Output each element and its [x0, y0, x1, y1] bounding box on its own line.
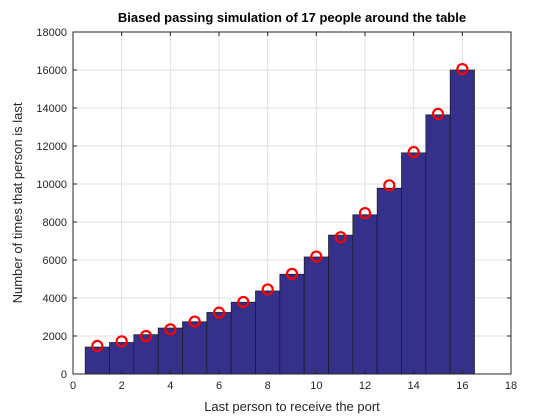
x-tick-label: 2: [119, 380, 125, 392]
bar: [425, 114, 451, 375]
y-tick-label: 0: [61, 369, 67, 381]
y-tick-label: 8000: [43, 217, 67, 229]
data-point-marker: [91, 339, 104, 352]
data-point-marker: [237, 295, 250, 309]
bar: [255, 290, 281, 375]
x-tick-label: 4: [167, 380, 173, 392]
data-point-marker: [383, 179, 396, 192]
x-tick-label: 12: [359, 380, 371, 392]
x-tick-label: 0: [70, 380, 76, 392]
data-point-marker: [407, 145, 420, 159]
y-axis-label: Number of times that person is last: [10, 102, 25, 303]
y-tick-label: 12000: [36, 141, 67, 153]
bar: [328, 234, 354, 375]
marker-series: [91, 62, 469, 352]
data-point-marker: [261, 283, 274, 296]
data-point-marker: [334, 231, 347, 244]
x-tick-label: 6: [216, 380, 222, 392]
bar-series: [84, 69, 475, 375]
y-tick-label: 2000: [43, 331, 67, 343]
bar: [352, 214, 378, 375]
y-tick-label: 4000: [43, 293, 67, 305]
y-tick-label: 16000: [36, 65, 67, 77]
data-point-marker: [431, 107, 445, 120]
bar: [206, 312, 232, 375]
x-tick-label: 14: [408, 380, 420, 392]
chart-title: Biased passing simulation of 17 people a…: [118, 10, 466, 25]
y-tick-label: 18000: [36, 27, 67, 39]
bar: [182, 321, 208, 375]
axes: [72, 31, 512, 375]
y-tick-label: 10000: [36, 179, 67, 191]
x-axis-label: Last person to receive the port: [204, 399, 380, 414]
data-point-marker: [310, 250, 323, 263]
bar: [449, 69, 475, 375]
bar: [303, 256, 329, 375]
data-point-marker: [115, 335, 128, 348]
data-point-marker: [456, 62, 469, 76]
x-tick-label: 16: [456, 380, 468, 392]
data-point-marker: [285, 267, 299, 280]
data-point-marker: [358, 206, 372, 220]
y-tick-label: 6000: [43, 255, 67, 267]
bar: [401, 152, 427, 375]
x-tick-label: 8: [265, 380, 271, 392]
bar: [157, 327, 183, 375]
data-point-marker: [188, 315, 201, 328]
data-point-marker: [164, 323, 177, 336]
data-point-marker: [212, 306, 226, 319]
bar: [279, 273, 305, 375]
bar: [230, 301, 256, 375]
bar: [376, 187, 402, 375]
axes-box: [72, 31, 512, 375]
x-tick-label: 10: [310, 380, 322, 392]
y-tick-label: 14000: [36, 103, 67, 115]
tick-labels: 0 2 4 6 8 10 12 14 16 18 0 2000 4000 6000 8000 10000 120…: [36, 27, 517, 392]
x-tick-label: 18: [505, 380, 517, 392]
data-point-marker: [139, 329, 153, 343]
